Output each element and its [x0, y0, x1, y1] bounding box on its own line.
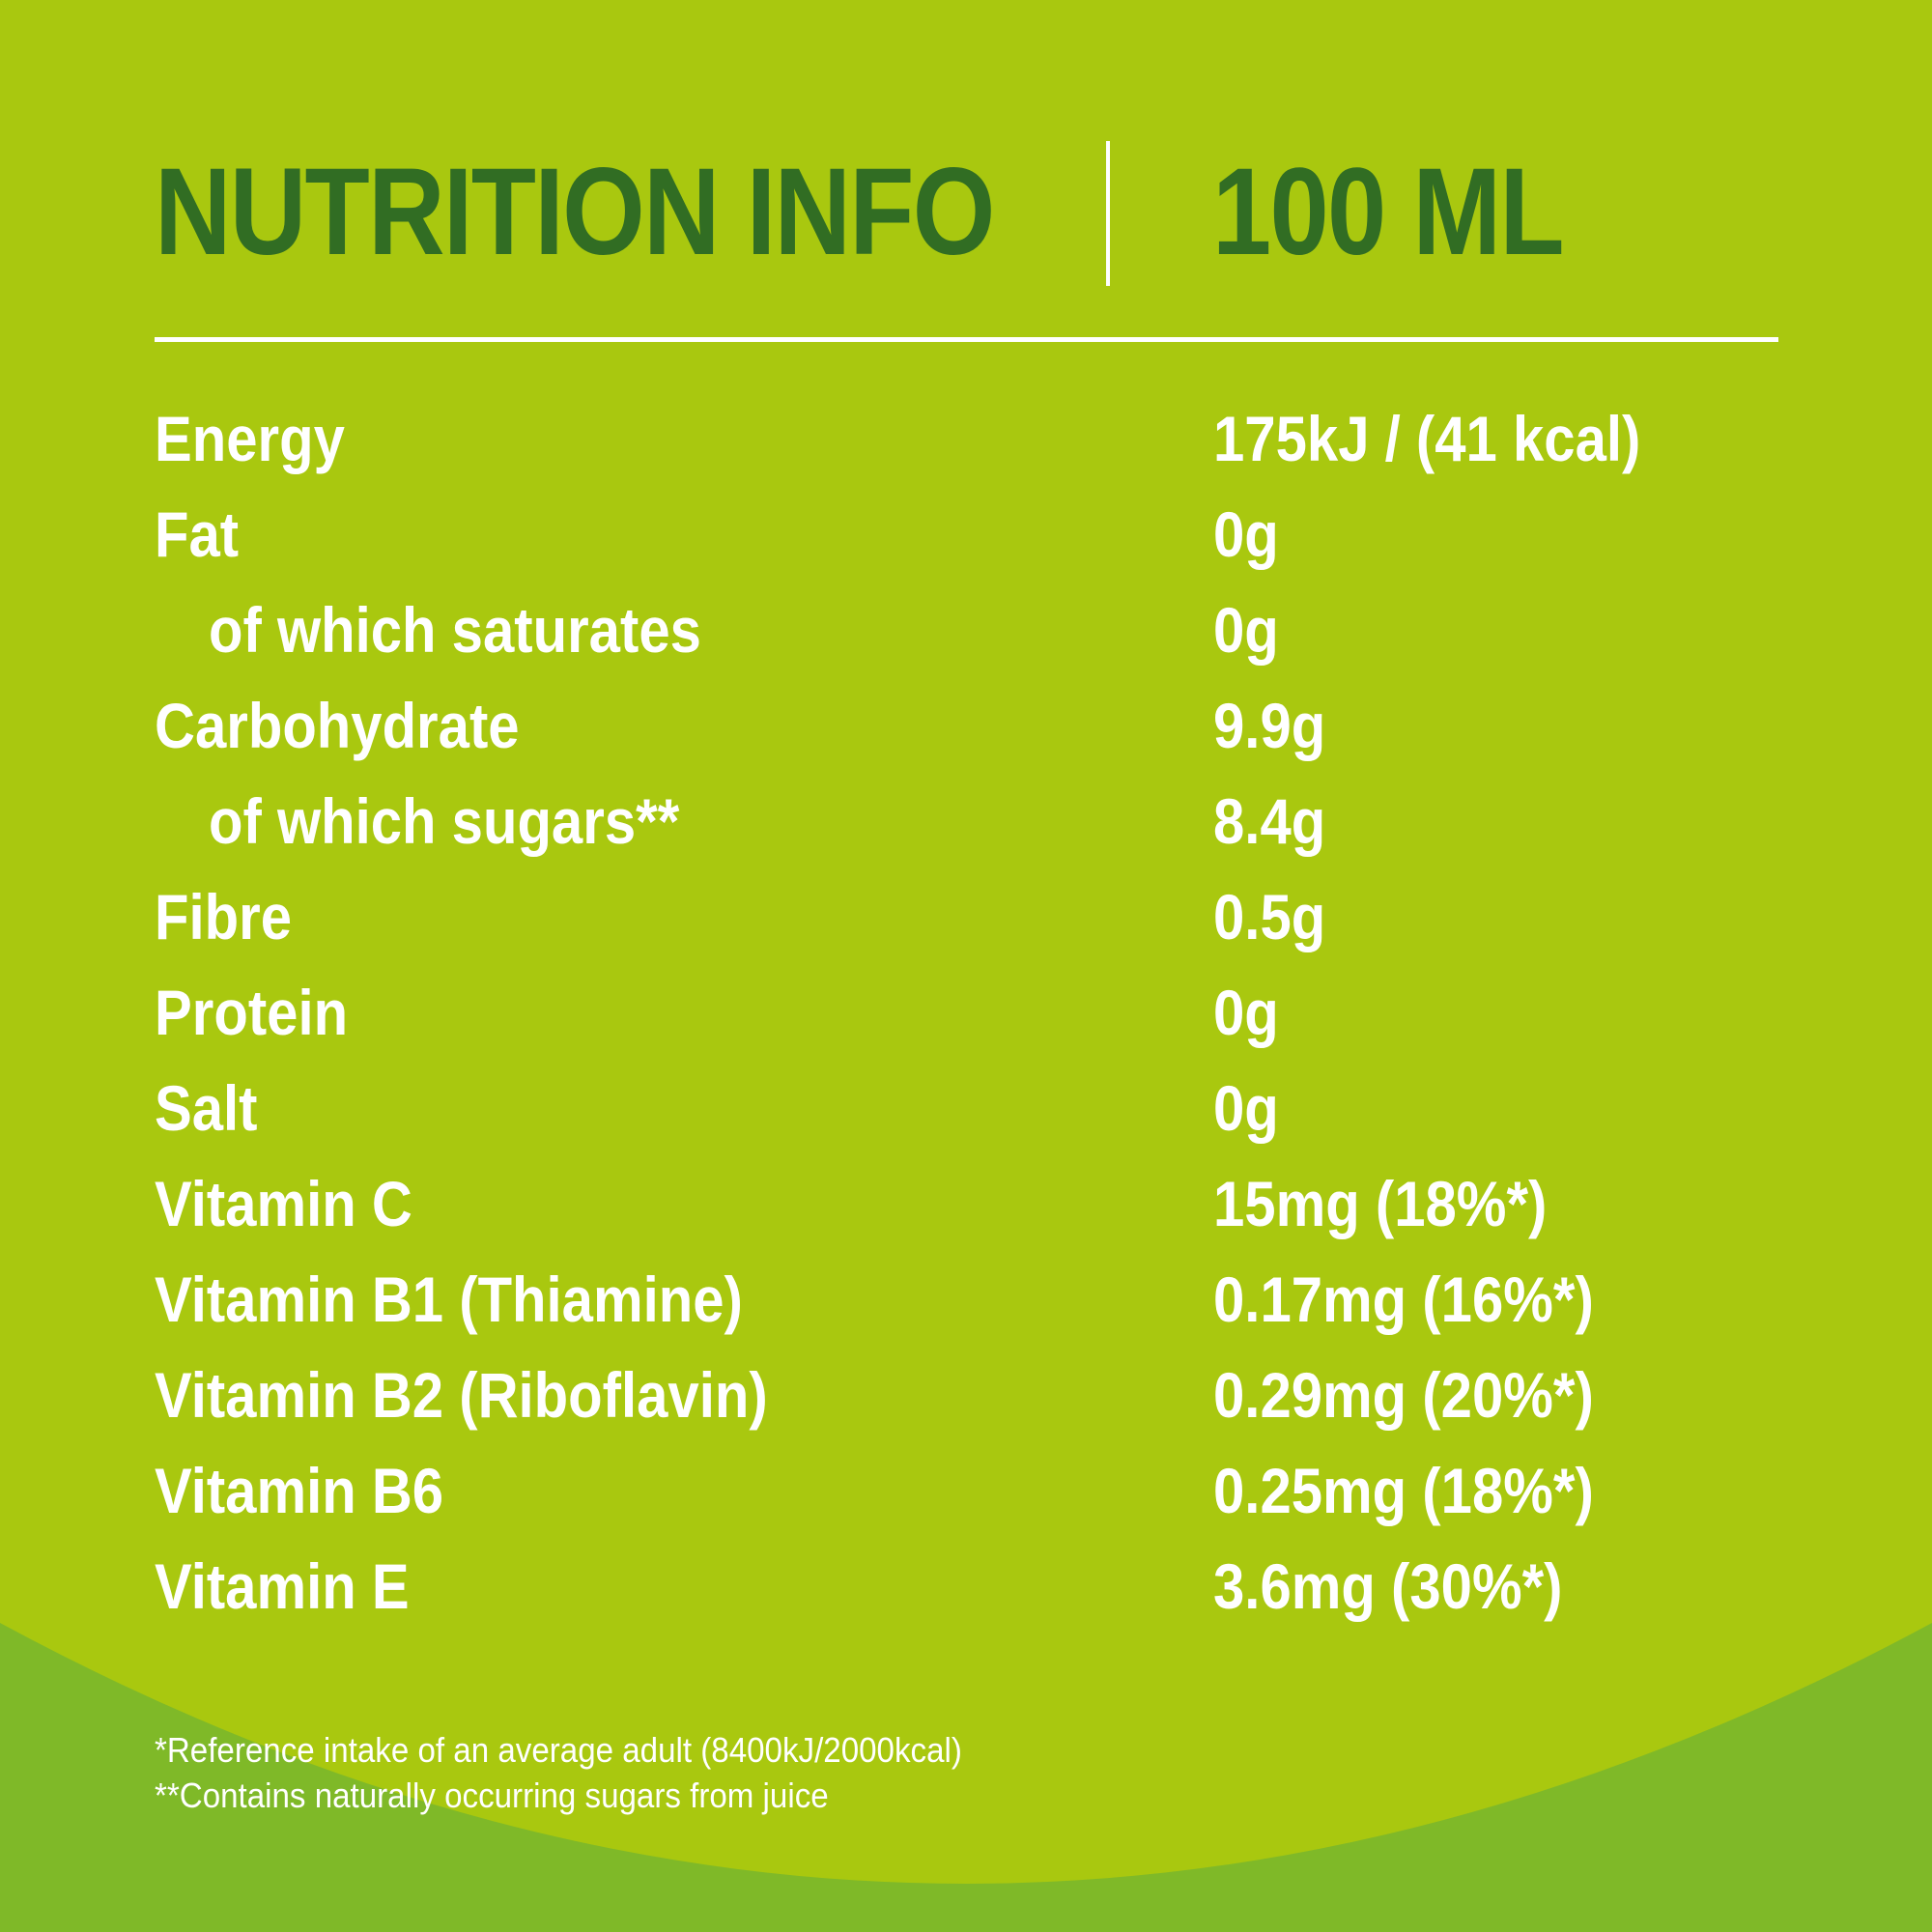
- nutrient-row-energy: Energy 175kJ / (41 kcal): [155, 391, 1777, 487]
- nutrient-row-vitamin-b1: Vitamin B1 (Thiamine) 0.17mg (16%*): [155, 1252, 1777, 1348]
- nutrient-value: 9.9g: [1213, 690, 1326, 761]
- nutrition-table: Energy 175kJ / (41 kcal) Fat 0g of which…: [155, 391, 1777, 1634]
- header-divider: [1106, 141, 1110, 286]
- nutrient-row-salt: Salt 0g: [155, 1061, 1777, 1156]
- nutrient-row-vitamin-b2: Vitamin B2 (Riboflavin) 0.29mg (20%*): [155, 1348, 1777, 1443]
- nutrient-value: 8.4g: [1213, 785, 1326, 857]
- nutrient-row-sugars: of which sugars** 8.4g: [155, 774, 1777, 869]
- nutrient-label: Vitamin E: [155, 1550, 410, 1622]
- nutrient-value: 0.25mg (18%*): [1213, 1455, 1594, 1526]
- serving-size: 100 ML: [1212, 143, 1565, 281]
- nutrient-label: Fat: [155, 498, 240, 570]
- nutrient-row-vitamin-b6: Vitamin B6 0.25mg (18%*): [155, 1443, 1777, 1539]
- nutrient-row-fibre: Fibre 0.5g: [155, 869, 1777, 965]
- header-rule: [155, 337, 1778, 342]
- footnote-reference-intake: *Reference intake of an average adult (8…: [155, 1730, 962, 1770]
- nutrient-label: of which saturates: [209, 594, 701, 666]
- nutrient-value: 0.5g: [1213, 881, 1326, 952]
- footnote-sugars: **Contains naturally occurring sugars fr…: [155, 1776, 829, 1815]
- nutrient-value: 0.29mg (20%*): [1213, 1359, 1594, 1431]
- nutrient-label: Energy: [155, 403, 345, 474]
- nutrient-value: 0.17mg (16%*): [1213, 1264, 1594, 1335]
- nutrient-row-fat: Fat 0g: [155, 487, 1777, 582]
- nutrient-value: 3.6mg (30%*): [1213, 1550, 1563, 1622]
- page-title: NUTRITION INFO: [155, 143, 995, 281]
- nutrient-label: Protein: [155, 977, 349, 1048]
- nutrient-row-vitamin-e: Vitamin E 3.6mg (30%*): [155, 1539, 1777, 1634]
- nutrient-label: Vitamin B1 (Thiamine): [155, 1264, 743, 1335]
- nutrient-row-protein: Protein 0g: [155, 965, 1777, 1061]
- nutrient-row-carbohydrate: Carbohydrate 9.9g: [155, 678, 1777, 774]
- nutrient-value: 0g: [1213, 594, 1279, 666]
- nutrient-value: 0g: [1213, 1072, 1279, 1144]
- nutrient-label: Fibre: [155, 881, 292, 952]
- bottom-wave-shape: [0, 1623, 1932, 1932]
- nutrient-label: of which sugars**: [209, 785, 680, 857]
- nutrient-value: 0g: [1213, 977, 1279, 1048]
- nutrient-label: Carbohydrate: [155, 690, 520, 761]
- header: NUTRITION INFO 100 ML: [155, 141, 1777, 290]
- nutrient-label: Vitamin C: [155, 1168, 412, 1239]
- nutrient-row-saturates: of which saturates 0g: [155, 582, 1777, 678]
- nutrient-label: Salt: [155, 1072, 258, 1144]
- nutrient-row-vitamin-c: Vitamin C 15mg (18%*): [155, 1156, 1777, 1252]
- nutrient-label: Vitamin B2 (Riboflavin): [155, 1359, 768, 1431]
- footnotes: *Reference intake of an average adult (8…: [155, 1727, 1507, 1818]
- nutrient-value: 15mg (18%*): [1213, 1168, 1548, 1239]
- nutrient-value: 175kJ / (41 kcal): [1213, 403, 1641, 474]
- nutrient-value: 0g: [1213, 498, 1279, 570]
- nutrient-label: Vitamin B6: [155, 1455, 444, 1526]
